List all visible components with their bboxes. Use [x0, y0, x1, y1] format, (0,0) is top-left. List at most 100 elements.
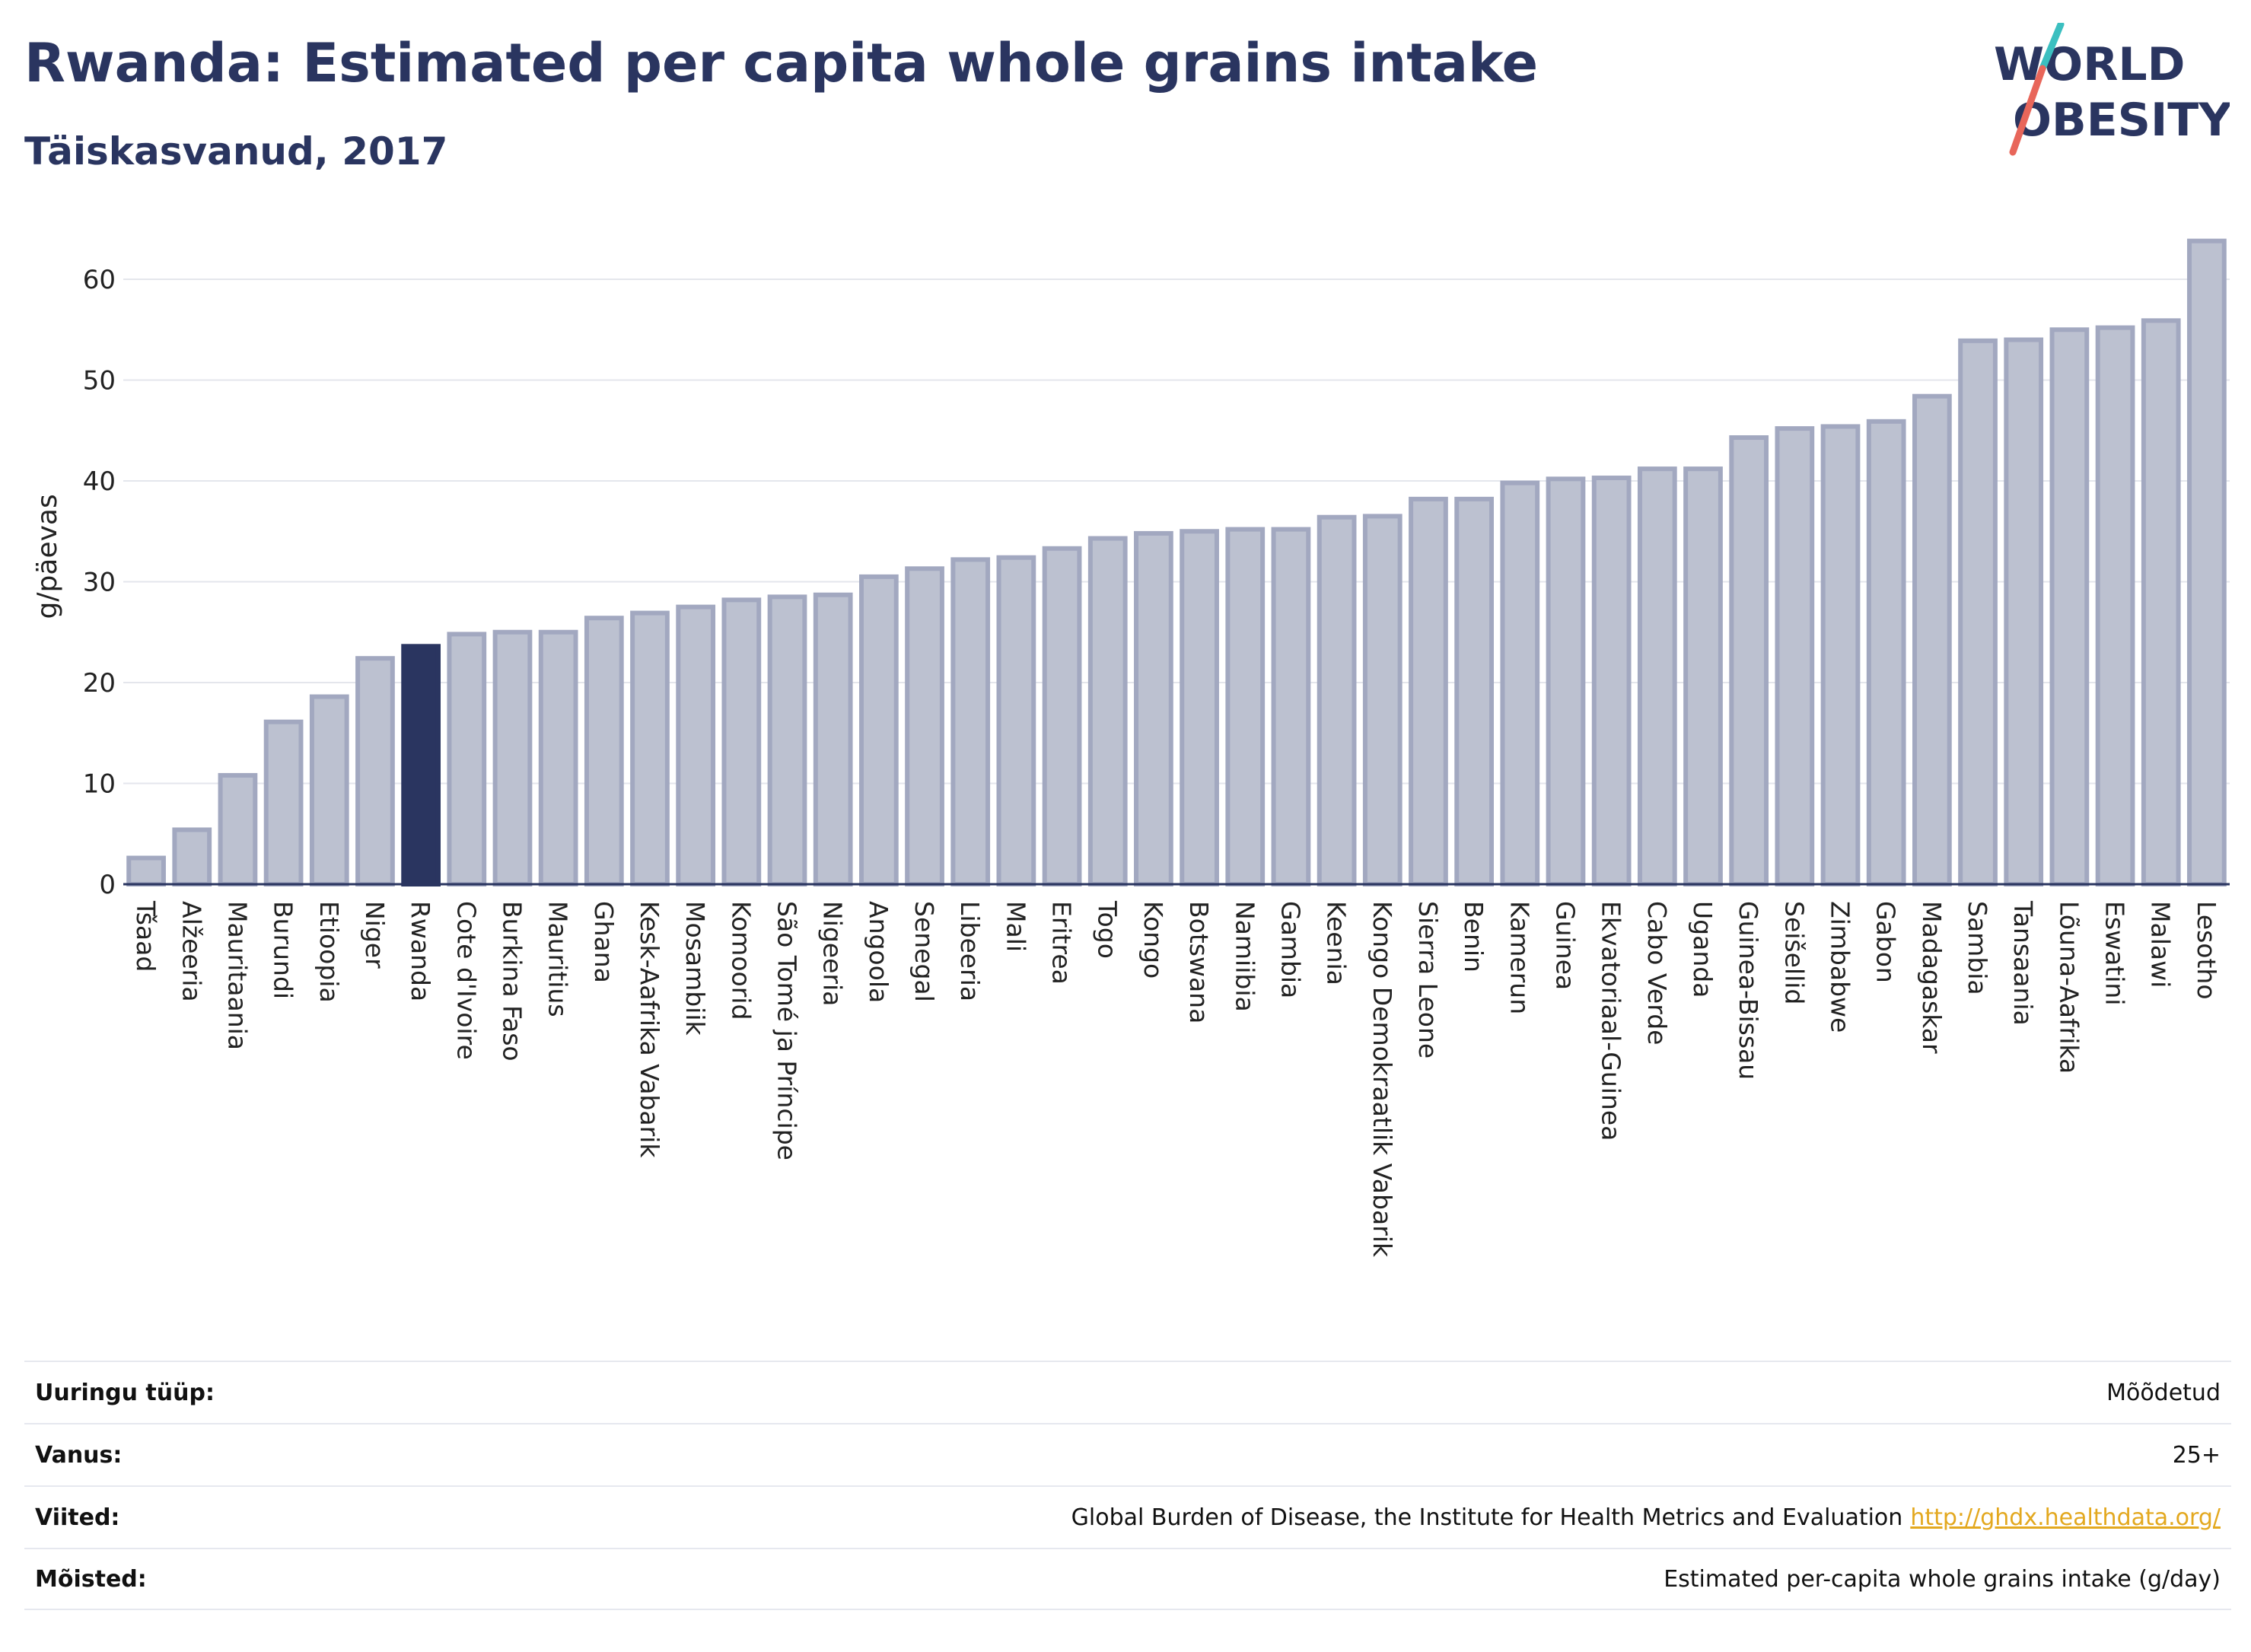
info-row-age: Vanus: 25+ — [24, 1423, 2231, 1485]
x-tick-label: Sambia — [1963, 901, 1992, 995]
info-value: Global Burden of Disease, the Institute … — [1071, 1504, 1903, 1531]
logo-slash-red — [2009, 65, 2046, 156]
bar-benin — [1454, 496, 1494, 886]
reference-link[interactable]: http://ghdx.healthdata.org/ — [1910, 1504, 2221, 1531]
bar-botswana — [1180, 529, 1219, 886]
x-tick-label: Kongo — [1138, 901, 1168, 979]
bar-tansaania — [2004, 337, 2044, 886]
bar-sambia — [1958, 338, 1998, 886]
x-tick-label: Lesotho — [2192, 901, 2221, 1000]
info-value: 25+ — [2172, 1441, 2221, 1469]
bar-cote-d-ivoire — [447, 632, 487, 887]
x-tick-label: Mosambiik — [680, 901, 710, 1036]
x-tick-label: Mali — [1001, 901, 1030, 952]
y-tick-label: 60 — [83, 265, 116, 295]
info-label: Mõisted: — [35, 1565, 147, 1593]
x-tick-label: Togo — [1093, 900, 1122, 959]
bar-kamerun — [1500, 480, 1540, 886]
x-tick-label: Zimbabwe — [1826, 901, 1855, 1033]
x-tick-label: Rwanda — [406, 901, 435, 1001]
x-tick-label: Komoorid — [726, 901, 756, 1020]
x-tick-label: Mauritaania — [222, 901, 252, 1050]
x-tick-label: Gambia — [1275, 901, 1305, 998]
x-tick-label: Benin — [1459, 901, 1488, 972]
bar-angoola — [859, 574, 899, 886]
bar-namiibia — [1225, 527, 1266, 886]
bar-mali — [996, 555, 1036, 886]
bar-sierra-leone — [1409, 496, 1448, 886]
bar-zimbabwe — [1820, 424, 1861, 886]
x-tick-label: Kesk-Aafrika Vabarik — [635, 901, 664, 1158]
x-tick-label: Sierra Leone — [1413, 901, 1443, 1058]
bar-eswatini — [2095, 325, 2135, 887]
x-tick-label: Guinea — [1550, 901, 1580, 990]
x-tick-label: Keenia — [1322, 901, 1352, 985]
bar-mauritius — [538, 629, 578, 886]
x-tick-label: Kongo Demokraatlik Vabarik — [1367, 901, 1397, 1258]
x-tick-label: Tansaania — [2008, 900, 2038, 1026]
bar-mauritaania — [218, 772, 258, 887]
info-label: Uuringu tüüp: — [35, 1379, 215, 1406]
logo-slash-teal — [2039, 23, 2065, 72]
x-tick-label: Namiibia — [1230, 901, 1259, 1012]
bar-madagaskar — [1912, 393, 1952, 886]
x-tick-label: Angoola — [864, 901, 893, 1003]
x-tick-label: Seišellid — [1779, 901, 1809, 1004]
bar-keenia — [1317, 514, 1357, 886]
y-tick-label: 10 — [83, 769, 116, 800]
info-value: Mõõdetud — [2106, 1379, 2221, 1406]
x-tick-label: Uganda — [1688, 901, 1718, 998]
bar-guinea — [1546, 476, 1586, 886]
y-tick-label: 40 — [83, 466, 116, 497]
y-tick-label: 30 — [83, 568, 116, 598]
x-tick-label: Tšaad — [131, 900, 161, 972]
y-tick-label: 20 — [83, 668, 116, 699]
info-label: Viited: — [35, 1504, 120, 1531]
y-axis-label: g/päevas — [32, 494, 63, 619]
info-row-survey-type: Uuringu tüüp: Mõõdetud — [24, 1361, 2231, 1423]
bar-togo — [1087, 536, 1128, 887]
x-tick-label: São Tomé ja Príncipe — [772, 901, 802, 1160]
bar-mosambiik — [676, 604, 716, 886]
bar-niger — [355, 656, 395, 886]
bar-al-eeria — [172, 827, 212, 886]
bar-lesotho — [2187, 238, 2227, 886]
x-tick-label: Cabo Verde — [1642, 901, 1672, 1045]
info-value: Estimated per-capita whole grains intake… — [1664, 1565, 2221, 1593]
bar-burkina-faso — [492, 629, 533, 886]
bar-burundi — [263, 719, 304, 886]
x-tick-label: Madagaskar — [1917, 901, 1947, 1054]
x-tick-label: Cote d'Ivoire — [451, 901, 481, 1060]
x-tick-label: Etioopia — [314, 901, 344, 1003]
logo-line2: OBESITY — [2013, 94, 2230, 147]
bar-chart: 0 10 20 30 40 50 60 g/päevas Tšaad Alžeeria Maurit… — [32, 238, 2230, 1258]
y-tick-label: 50 — [83, 366, 116, 396]
x-tick-label: Senegal — [909, 901, 939, 1002]
x-tick-label: Eswatini — [2100, 901, 2130, 1005]
y-tick-label: 0 — [99, 870, 116, 900]
x-tick-label: Malawi — [2146, 901, 2176, 988]
x-tick-label: Mauritius — [543, 901, 573, 1017]
bar-etioopia — [309, 694, 349, 886]
bar-senegal — [905, 566, 944, 887]
bar-kongo — [1134, 530, 1173, 887]
bar-guinea-bissau — [1729, 435, 1769, 886]
bar-rwanda — [401, 644, 441, 886]
bar-t-aad — [126, 855, 166, 887]
info-row-references: Viited: Global Burden of Disease, the In… — [24, 1485, 2231, 1548]
info-row-definitions: Mõisted: Estimated per-capita whole grai… — [24, 1548, 2231, 1610]
bar-gambia — [1271, 527, 1311, 886]
x-tick-label: Burkina Faso — [497, 901, 527, 1062]
x-tick-label: Botswana — [1184, 901, 1214, 1023]
x-tick-label: Niger — [360, 901, 390, 969]
bar-s-o-tom-ja-pr-ncipe — [767, 594, 807, 886]
logo-line1: WORLD — [1994, 38, 2185, 91]
chart-title: Rwanda: Estimated per capita whole grain… — [24, 32, 1539, 94]
x-tick-label: Ghana — [589, 901, 619, 983]
chart-subtitle: Täiskasvanud, 2017 — [24, 129, 448, 173]
x-tick-label: Guinea-Bissau — [1734, 901, 1763, 1080]
x-tick-label: Nigeeria — [818, 901, 848, 1006]
bar-gabon — [1866, 419, 1906, 886]
bar-libeeria — [950, 557, 991, 886]
info-label: Vanus: — [35, 1441, 123, 1469]
